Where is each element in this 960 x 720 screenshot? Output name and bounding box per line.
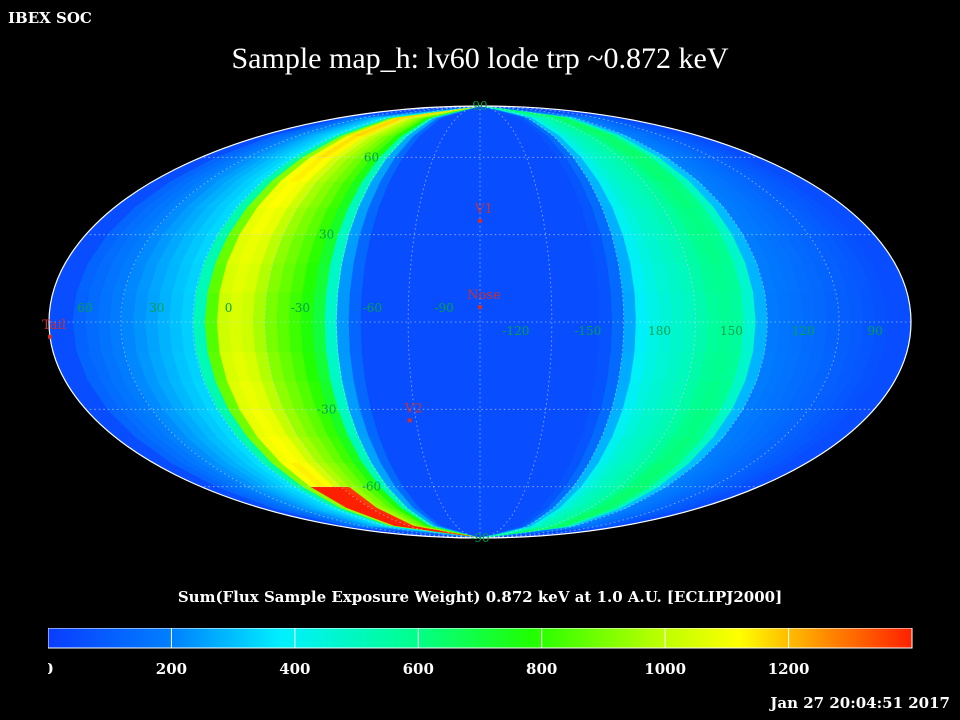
heatmap-cell: [681, 321, 696, 352]
marker-label: Tail: [42, 318, 66, 333]
heatmap-cell: [312, 292, 327, 323]
lon-label: -60: [363, 301, 382, 315]
heatmap-cell: [669, 292, 684, 323]
lon-label: 60: [77, 301, 92, 315]
heatmap-cell: [669, 321, 684, 352]
heatmap-cell: [264, 321, 279, 352]
lat-label: -90: [470, 531, 489, 545]
colorbar-tick-label: 600: [403, 660, 434, 678]
colorbar-tick-label: 200: [156, 660, 187, 678]
colorbar-tick-label: 400: [279, 660, 310, 678]
colorbar: 0 200 400 600 800 1000 1200: [48, 628, 913, 678]
graticule-meridian: [479, 106, 696, 538]
grid-labels: 60 30 0 -30 -60 -90 -120 -150 180 150 120 90 90 60 30 -…: [77, 99, 882, 545]
heatmap-cell: [621, 292, 636, 323]
colorbar-ticks: 0 200 400 600 800 1000 1200: [48, 628, 809, 678]
graticule: [49, 106, 911, 538]
marker-dot: [407, 418, 412, 423]
lat-label: -60: [362, 480, 381, 494]
colorbar-tick-label: 800: [526, 660, 557, 678]
heatmap-cell: [264, 292, 279, 323]
chart-title: Sample map_h: lv60 lode trp ~0.872 keV: [231, 42, 729, 75]
heatmap-cell: [479, 106, 523, 119]
heatmap-cell: [610, 321, 625, 352]
colorbar-label: Sum(Flux Sample Exposure Weight) 0.872 k…: [177, 588, 783, 606]
heatmap-cell: [276, 292, 291, 323]
corner-label: IBEX SOC: [8, 9, 92, 27]
heatmap-cell: [610, 292, 625, 323]
map-outline: [48, 105, 912, 539]
graticule-meridian: [192, 106, 481, 538]
lon-label: 90: [867, 324, 882, 338]
marker-label: V1: [474, 202, 493, 217]
heatmap-cell: [598, 292, 613, 323]
lon-label: 150: [720, 324, 743, 338]
heatmap-cell: [633, 321, 648, 352]
marker-dot: [48, 334, 52, 339]
heatmap-cell: [312, 321, 327, 352]
lon-label: 120: [792, 324, 815, 338]
marker-label: V2: [404, 401, 423, 416]
lon-label: -90: [434, 301, 453, 315]
sky-map: 60 30 0 -30 -60 -90 -120 -150 180 150 120 90 90 60 30 -…: [42, 99, 912, 545]
lon-label: -30: [291, 301, 310, 315]
heatmap-cell: [335, 321, 350, 352]
heatmap-cell: [657, 292, 672, 323]
lat-label: -30: [317, 402, 336, 416]
lat-label: 60: [364, 150, 379, 164]
heatmap-cell: [335, 292, 350, 323]
heatmap-cell: [633, 292, 648, 323]
timestamp: Jan 27 20:04:51 2017: [770, 694, 950, 712]
graticule-meridian: [479, 106, 768, 538]
marker-dot: [478, 218, 482, 223]
lat-label: 90: [472, 99, 487, 113]
colorbar-tick-label: 1200: [768, 660, 810, 678]
heatmap-cell: [324, 321, 339, 352]
colorbar-gradient: [48, 628, 913, 649]
graticule-meridian: [479, 106, 553, 538]
colorbar-tick-label: 1000: [644, 660, 686, 678]
markers: V1 Nose V2 Tail: [42, 202, 501, 423]
marker-label: Nose: [467, 288, 501, 303]
heatmap-cell: [621, 321, 636, 352]
heatmap-cell: [681, 292, 696, 323]
marker-dot: [478, 305, 482, 310]
heatmap-cell: [324, 292, 339, 323]
graticule-meridian: [407, 106, 481, 538]
lat-label: 30: [319, 228, 334, 242]
heatmap-cell: [645, 292, 660, 323]
colorbar-tick-label: 0: [48, 660, 53, 678]
graticule-meridian: [264, 106, 481, 538]
heatmap-cell: [288, 321, 303, 352]
lon-label: 30: [149, 301, 164, 315]
heatmap-cell: [479, 106, 543, 119]
heatmap-cell: [347, 292, 362, 323]
lon-label: -120: [502, 324, 529, 338]
lon-label: 0: [225, 301, 233, 315]
lon-label: -150: [574, 324, 601, 338]
lon-label: 180: [648, 324, 671, 338]
heatmap-cell: [347, 321, 362, 352]
heatmap-cell: [300, 321, 315, 352]
heatmap-cell: [276, 321, 291, 352]
